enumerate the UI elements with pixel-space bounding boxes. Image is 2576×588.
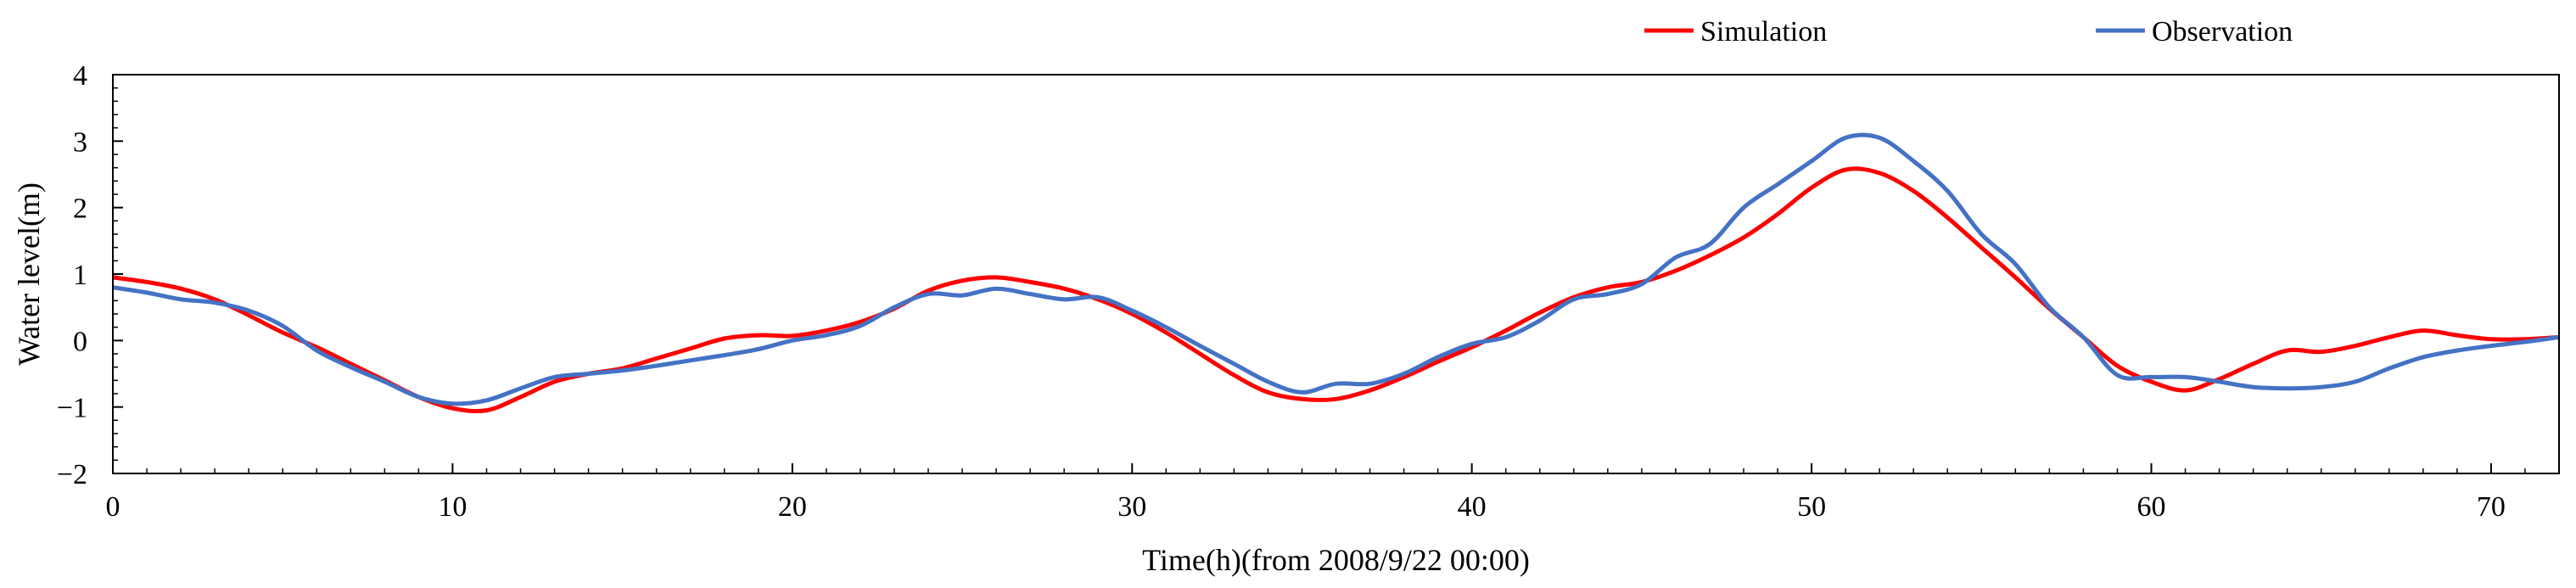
x-tick-label: 50 — [1797, 491, 1826, 523]
legend: Simulation Observation — [1644, 16, 2293, 48]
x-tick-label: 60 — [2137, 491, 2166, 523]
legend-label-simulation: Simulation — [1700, 16, 1827, 48]
x-tick-label: 30 — [1117, 491, 1146, 523]
x-tick-label: 20 — [778, 491, 807, 523]
ticks-layer — [112, 74, 2560, 474]
series-line-simulation — [112, 166, 2560, 414]
x-axis-title: Time(h)(from 2008/9/22 00:00) — [1142, 543, 1530, 577]
y-tick-label: 4 — [73, 60, 87, 92]
y-tick-label: −2 — [57, 459, 87, 490]
series-layer — [112, 132, 2560, 414]
y-tick-label: −1 — [57, 393, 87, 424]
plot-frame — [112, 74, 2560, 474]
x-tick-label: 40 — [1458, 491, 1487, 523]
series-line-observation — [112, 132, 2560, 406]
y-tick-label: 2 — [73, 193, 87, 225]
y-tick-label: 0 — [73, 326, 87, 357]
x-tick-label: 0 — [106, 491, 120, 523]
y-tick-label: 1 — [73, 260, 87, 291]
x-tick-label: 70 — [2477, 491, 2506, 523]
y-axis-title: Water level(m) — [12, 182, 46, 366]
legend-label-observation: Observation — [2152, 16, 2293, 48]
x-tick-label: 10 — [438, 491, 467, 523]
y-tick-label: 3 — [73, 126, 87, 158]
